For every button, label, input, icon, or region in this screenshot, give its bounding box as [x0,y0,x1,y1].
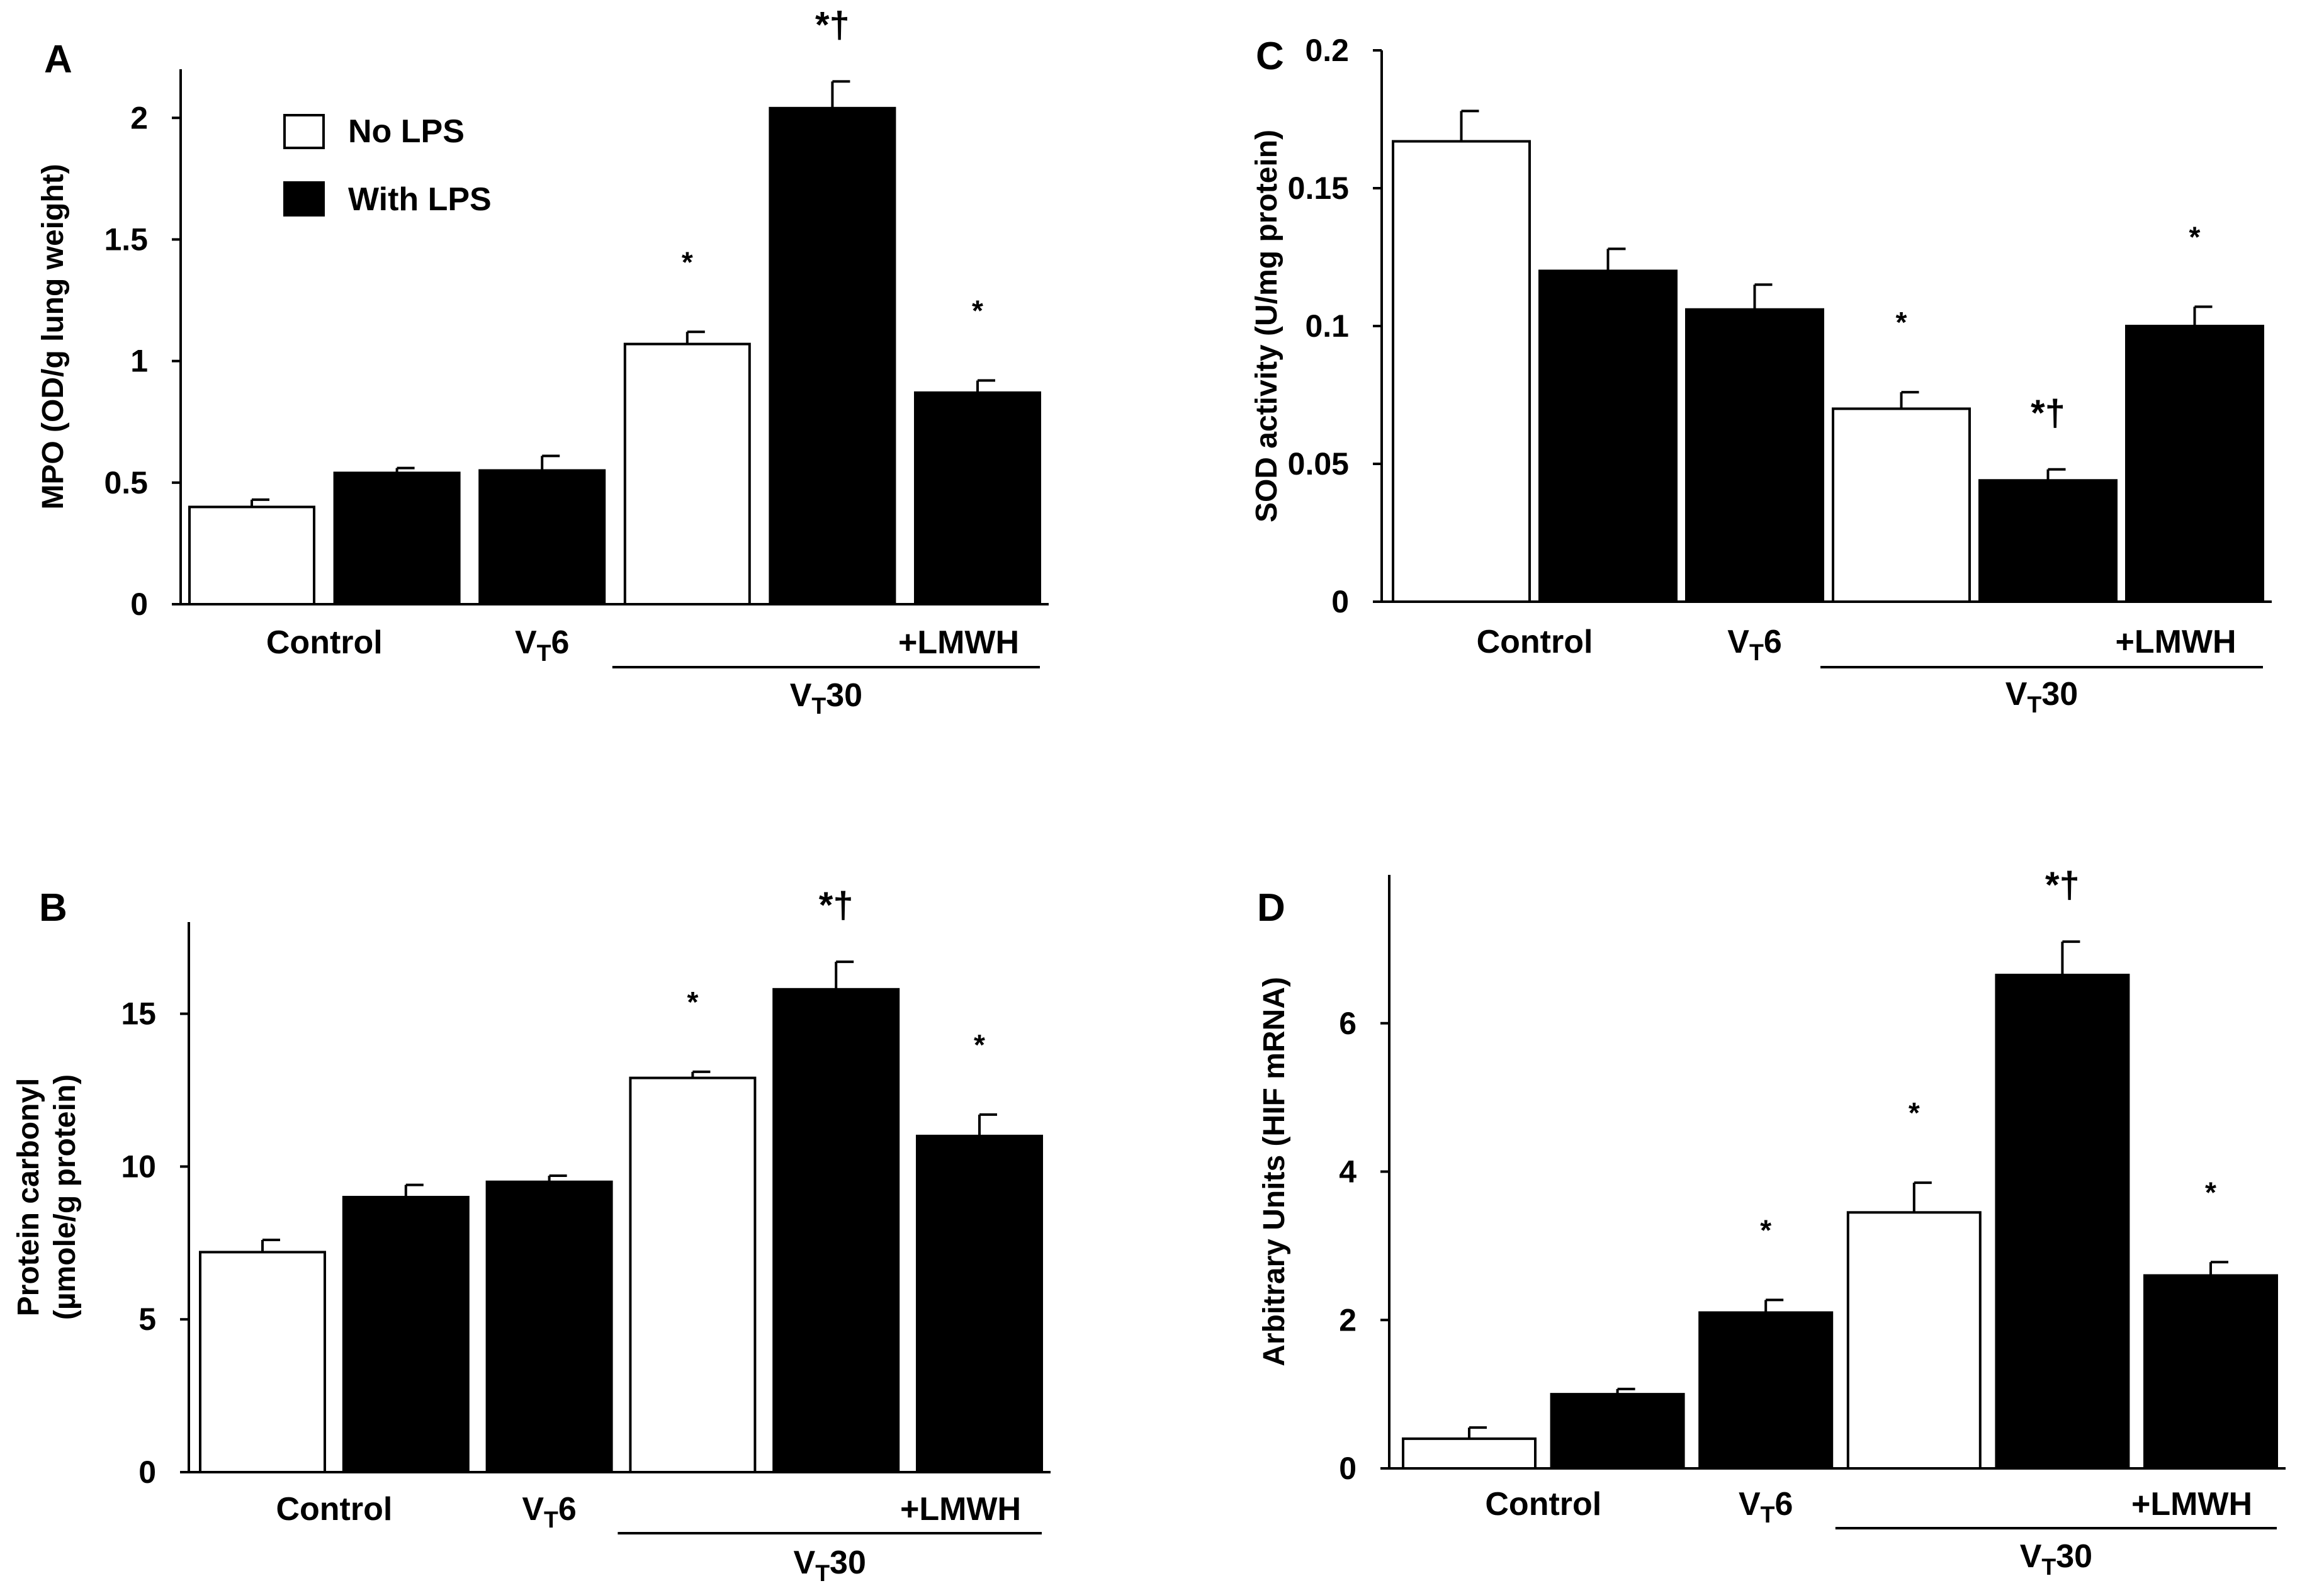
group-label: VT30 [790,677,862,719]
category-label: Control [1485,1486,1601,1523]
bar [772,988,900,1474]
significance-mark: *† [2031,393,2065,434]
bar [1550,1393,1685,1470]
category-label: VT6 [515,624,569,666]
bar [342,1196,470,1473]
category-label: VT6 [1727,624,1781,665]
bar [1832,407,1971,604]
y-tick-label: 0.1 [1305,308,1349,344]
y-axis-label: Protein carbonyl [12,1078,45,1317]
category-label: Control [1477,624,1593,660]
bar [485,1180,613,1473]
y-axis-label: MPO (OD/g lung weight) [37,164,70,509]
bar [914,391,1041,605]
significance-mark: * [2205,1176,2216,1208]
bar [1392,140,1531,604]
bar [623,342,751,605]
y-tick-label: 10 [121,1149,156,1184]
legend-swatch-with-lps [283,181,325,217]
category-label: Control [276,1491,392,1528]
significance-mark: * [2189,220,2201,253]
y-tick-label: 0.15 [1288,171,1349,206]
y-tick-label: 15 [121,996,156,1032]
significance-mark: *† [819,885,854,926]
bar [478,469,606,605]
y-tick-label: 2 [130,100,148,135]
significance-mark: *† [815,4,850,45]
bar [2125,325,2264,603]
bar [1402,1437,1537,1470]
y-tick-label: 0.05 [1288,446,1349,481]
bar [1685,308,1824,603]
significance-mark: * [682,245,693,278]
y-tick-label: 0 [1339,1451,1357,1486]
legend-label-no-lps: No LPS [348,113,465,150]
bar [188,505,315,605]
y-tick-label: 5 [138,1302,156,1337]
bar [1846,1211,1982,1470]
category-label: VT6 [1739,1486,1793,1528]
bar [2143,1274,2278,1470]
significance-mark: * [974,1028,985,1061]
category-label: Control [266,624,383,661]
y-tick-label: 6 [1339,1006,1357,1041]
significance-mark: * [1760,1213,1771,1246]
category-label: +LMWH [898,624,1019,661]
category-label: +LMWH [900,1491,1021,1528]
chart-panel-c: C 0 0.05 0.1 0.15 0.2 SOD activity (U/mg prote… [1250,33,2272,718]
bar [1538,269,1678,603]
y-tick-label: 0 [138,1455,156,1490]
y-axis-label: (µmole/g protein) [48,1074,82,1320]
y-tick-label: 1 [130,344,148,379]
category-label: VT6 [522,1491,576,1533]
y-axis-label: SOD activity (U/mg protein) [1250,130,1283,522]
significance-mark: * [1896,306,1907,339]
chart-panel-b: B 0 5 10 15 Protein carbonyl (µmole/g protein)… [12,885,1051,1586]
y-tick-label: 1.5 [104,222,148,257]
legend-label-with-lps: With LPS [348,181,492,218]
significance-mark: * [687,986,698,1018]
significance-mark: *† [2045,865,2080,906]
bar [1995,974,2130,1470]
bar [629,1076,757,1473]
y-tick-label: 2 [1339,1302,1357,1337]
significance-mark: * [972,295,983,327]
chart-panel-d: D 0 2 4 6 Arbitrary Units (HIF mRNA) * * *† * Cont… [1257,865,2286,1580]
y-tick-label: 0.5 [104,465,148,500]
group-label: VT30 [2020,1538,2092,1580]
legend: No LPS With LPS [283,113,492,218]
category-label: +LMWH [2115,624,2236,660]
group-label: VT30 [2005,676,2078,718]
bar [916,1134,1043,1473]
panel-letter: C [1256,35,1284,78]
panel-letter: B [39,886,67,930]
significance-mark: * [1909,1096,1920,1129]
group-label: VT30 [794,1545,866,1586]
category-label: +LMWH [2131,1486,2252,1523]
y-tick-label: 0 [1331,584,1349,619]
bar [1698,1311,1834,1470]
bar [333,471,461,606]
panel-letter: D [1257,886,1285,930]
chart-panel-a: A 0 0.5 1 1.5 2 MPO (OD/g lung weight) * *† * Cont… [37,4,1049,719]
panel-letter: A [44,38,72,81]
y-tick-label: 0 [130,587,148,622]
legend-swatch-no-lps [283,114,325,149]
y-axis-label: Arbitrary Units (HIF mRNA) [1258,977,1291,1366]
bar [769,106,896,605]
bar [1978,479,2118,604]
y-tick-label: 0.2 [1305,33,1349,68]
y-tick-label: 4 [1339,1154,1357,1190]
bar [199,1251,326,1474]
